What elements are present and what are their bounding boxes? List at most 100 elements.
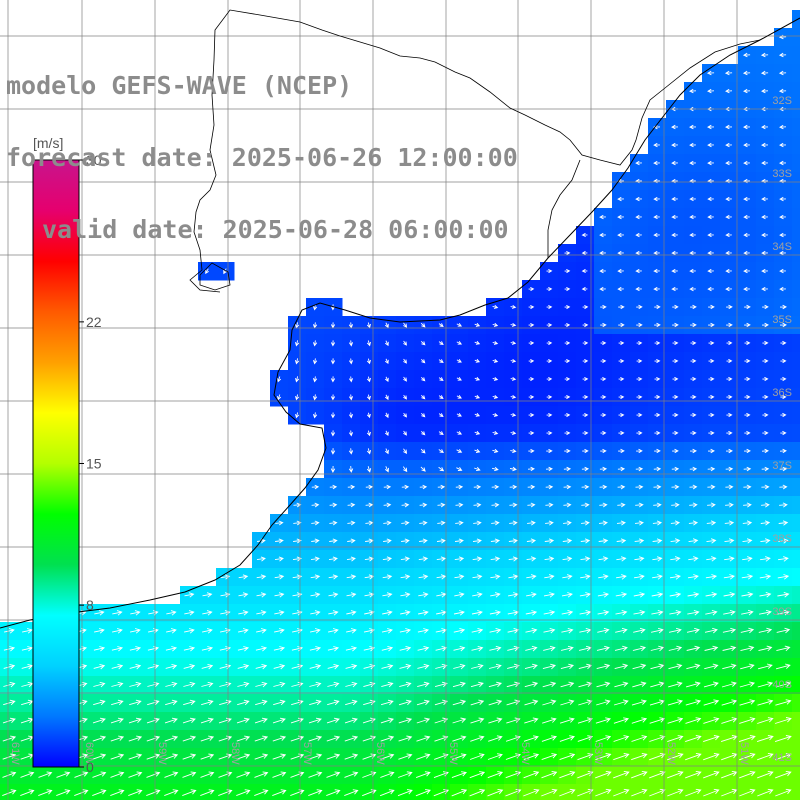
wind-arrow [758,627,773,634]
wind-arrow [146,717,160,724]
wind-arrow [527,466,535,472]
wind-arrow [2,717,16,724]
wind-arrow [597,592,610,598]
wind-arrow [346,574,357,580]
wind-arrow [690,394,697,400]
wind-arrow [707,124,715,130]
wind-arrow [687,609,700,616]
wind-arrow [510,340,517,345]
wind-arrow [743,142,750,148]
wind-arrow [346,592,357,598]
latitude-label: 33S [772,168,792,180]
wind-arrow [419,538,428,544]
wind-arrow [613,717,629,724]
wind-arrow [492,412,499,417]
wind-arrow [275,538,284,544]
wind-arrow [561,592,573,598]
wind-arrow [706,70,715,76]
wind-arrow [456,448,463,453]
wind-arrow [236,753,251,760]
wind-arrow [327,663,340,670]
wind-arrow [544,538,555,544]
wind-arrow [742,52,751,58]
wind-arrow [256,628,267,634]
wind-arrow [543,645,556,652]
wind-arrow [618,322,625,328]
wind-arrow [617,466,626,472]
wind-arrow [451,789,468,797]
field-cell [792,712,800,731]
field-cell [630,784,649,800]
field-cell [792,748,800,767]
wind-arrow [761,196,768,202]
wind-arrow [182,753,197,760]
wind-arrow [417,681,430,688]
wind-arrow [577,788,594,797]
wind-arrow [183,646,196,652]
wind-arrow [256,592,267,598]
wind-arrow [311,520,320,526]
wind-arrow [416,699,430,706]
wind-arrow [685,699,702,706]
wind-arrow [128,753,143,760]
wind-arrow [563,520,572,526]
wind-arrow [399,663,412,670]
wind-arrow [671,268,678,274]
wind-arrow [779,466,788,472]
wind-arrow [744,322,751,328]
wind-arrow [707,502,716,508]
wind-arrow [707,250,714,256]
field-cell [792,316,800,335]
wind-arrow [146,735,161,742]
wind-arrow [165,681,178,688]
wind-arrow [201,646,214,652]
wind-arrow [200,771,215,778]
wind-arrow [543,592,555,598]
wind-arrow [725,88,733,94]
wind-arrow [704,627,718,634]
wind-arrow [399,645,412,652]
wind-arrow [488,735,503,742]
wind-arrow [129,646,142,652]
wind-arrow [238,592,249,598]
wind-arrow [309,663,322,670]
field-cell [342,784,361,800]
wind-arrow [456,430,463,435]
wind-arrow [344,717,358,724]
wind-arrow [474,340,481,345]
colorbar-unit-label: [m/s] [33,135,63,151]
wind-arrow [110,771,125,778]
wind-arrow [330,448,336,455]
wind-arrow [380,735,395,742]
wind-arrow [488,699,503,706]
wind-arrow [722,627,737,634]
wind-arrow [403,430,407,436]
wind-arrow [420,340,426,346]
wind-arrow [582,394,589,400]
field-cell [792,226,800,245]
field-cell [576,784,595,800]
wind-arrow [346,610,357,616]
wind-arrow [599,250,606,256]
wind-arrow [348,322,354,329]
wind-arrow [492,304,499,309]
field-cell [360,784,379,800]
wind-arrow [272,717,286,724]
wind-arrow [164,735,179,742]
wind-arrow [761,466,770,472]
wind-arrow [780,358,787,364]
wind-arrow [779,484,788,490]
wind-arrow [488,717,503,724]
wind-arrow [744,394,751,400]
wind-arrow [761,214,768,220]
wind-arrow [632,681,647,688]
wind-arrow [491,502,500,508]
wind-arrow [667,735,684,743]
wind-arrow [508,538,519,544]
colorbar-tick-label: 0 [86,759,94,775]
wind-arrow [779,196,786,202]
wind-arrow [762,358,769,364]
wind-arrow [721,681,737,688]
field-cell [792,298,800,317]
wind-arrow [20,771,35,778]
